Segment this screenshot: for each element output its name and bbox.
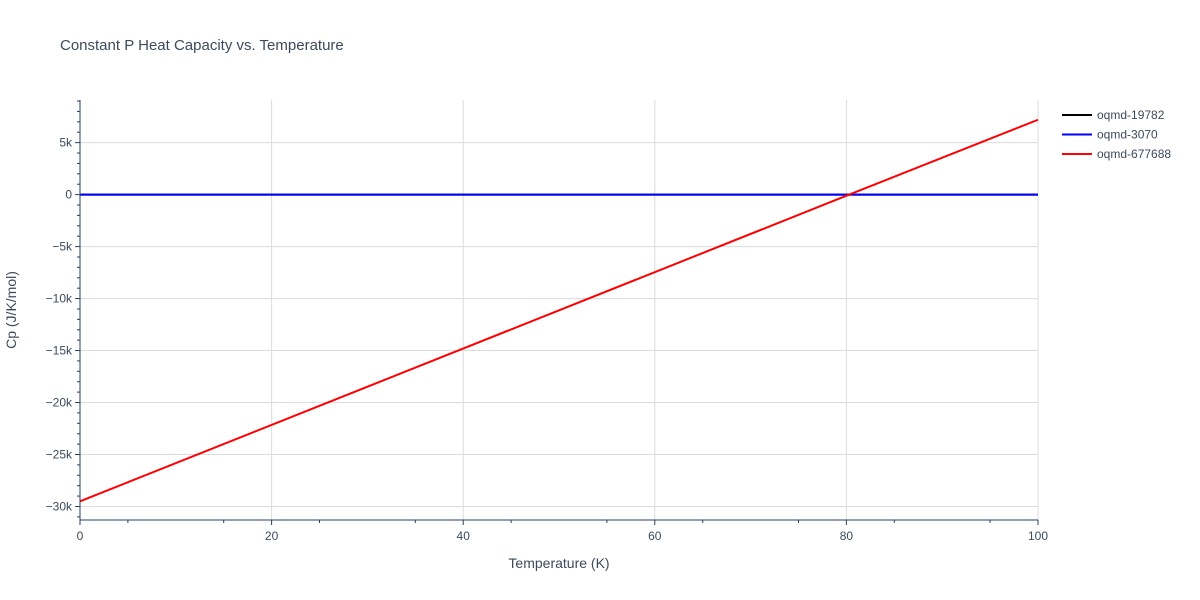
legend-item[interactable]: oqmd-19782 <box>1062 108 1165 122</box>
y-tick-label: −20k <box>46 396 73 410</box>
chart-title: Constant P Heat Capacity vs. Temperature <box>60 37 344 54</box>
legend-item[interactable]: oqmd-3070 <box>1062 128 1158 142</box>
x-tick-label: 20 <box>265 529 279 543</box>
axes-layer: 0 20 40 60 80 100 5k 0 −5k −10k −15k −20k −25k −30k <box>46 100 1048 543</box>
y-tick-label: −25k <box>46 448 73 462</box>
series-layer <box>79 118 1039 503</box>
legend[interactable]: oqmd-19782 oqmd-3070 oqmd-677688 <box>1062 108 1171 161</box>
x-tick-label: 0 <box>77 529 84 543</box>
y-tick-label: −10k <box>46 292 73 306</box>
x-tick-label: 100 <box>1028 529 1048 543</box>
y-tick-label: 5k <box>59 136 73 150</box>
x-tick-label: 80 <box>840 529 854 543</box>
x-tick-label: 40 <box>457 529 471 543</box>
y-axis-title: Cp (J/K/mol) <box>3 271 19 349</box>
y-tick-label: −30k <box>46 499 73 513</box>
legend-label: oqmd-19782 <box>1097 108 1165 122</box>
x-axis-title: Temperature (K) <box>508 555 609 571</box>
legend-item[interactable]: oqmd-677688 <box>1062 147 1171 161</box>
y-tick-label: −15k <box>46 344 73 358</box>
series-line-oqmd-677688 <box>79 118 1039 503</box>
y-tick-label: −5k <box>52 240 73 254</box>
y-tick-label: 0 <box>65 188 72 202</box>
legend-label: oqmd-3070 <box>1097 128 1158 142</box>
x-tick-label: 60 <box>648 529 662 543</box>
legend-label: oqmd-677688 <box>1097 147 1171 161</box>
